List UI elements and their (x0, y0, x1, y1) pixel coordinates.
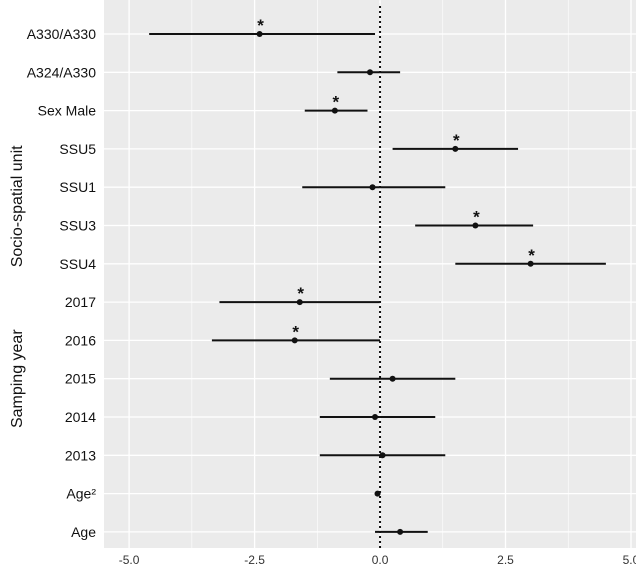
point-estimate (331, 107, 338, 114)
y-tick-label: 2017 (65, 294, 96, 310)
y-tick-label: SSU5 (59, 141, 96, 157)
y-tick-label: Sex Male (38, 103, 97, 119)
significance-marker: * (528, 246, 535, 265)
marks-layer: * * * * * * * (149, 16, 606, 535)
y-tick-label: SSU3 (59, 218, 96, 234)
group-label: Socio-spatial unit (9, 145, 26, 267)
point-estimate (397, 528, 404, 535)
significance-marker: * (257, 16, 264, 35)
x-tick-label: 0.0 (372, 553, 389, 567)
point-estimate (369, 184, 376, 191)
x-tick-label: -5.0 (119, 553, 140, 567)
point-estimate (291, 337, 298, 344)
y-tick-labels: A330/A330 A324/A330 Sex Male SSU5 SSU1 SSU3 SS… (27, 26, 97, 540)
point-estimate (452, 145, 459, 152)
significance-marker: * (453, 131, 460, 150)
y-tick-label: 2014 (65, 409, 96, 425)
point-estimate (372, 414, 379, 420)
group-labels: Socio-spatial unit Samping year (9, 145, 26, 428)
point-estimate (296, 299, 303, 306)
x-tick-label: -2.5 (244, 553, 265, 567)
y-tick-label: Age² (66, 486, 96, 502)
point-estimate (472, 222, 479, 229)
significance-marker: * (292, 322, 299, 341)
y-tick-label: 2016 (65, 332, 96, 348)
significance-marker: * (333, 93, 340, 112)
x-tick-label: 2.5 (497, 553, 514, 567)
point-estimate (374, 490, 381, 497)
point-estimate (379, 452, 386, 459)
y-tick-label: 2013 (65, 447, 96, 463)
point-estimate (389, 375, 396, 382)
significance-marker: * (473, 208, 480, 227)
significance-marker: * (297, 284, 304, 303)
point-estimate (256, 31, 263, 37)
group-label: Samping year (9, 329, 26, 428)
x-tick-labels: -5.0 -2.5 0.0 2.5 5.0 (119, 553, 636, 567)
y-tick-label: SSU4 (59, 256, 96, 272)
point-estimate (367, 69, 373, 76)
y-tick-label: A330/A330 (27, 26, 96, 42)
plot-panel (104, 0, 636, 548)
y-tick-label: 2015 (65, 371, 96, 387)
x-tick-label: 5.0 (623, 553, 636, 567)
point-estimate (527, 260, 534, 267)
y-tick-label: A324/A330 (27, 64, 96, 80)
y-tick-label: Age (71, 524, 96, 540)
y-tick-label: SSU1 (59, 179, 96, 195)
